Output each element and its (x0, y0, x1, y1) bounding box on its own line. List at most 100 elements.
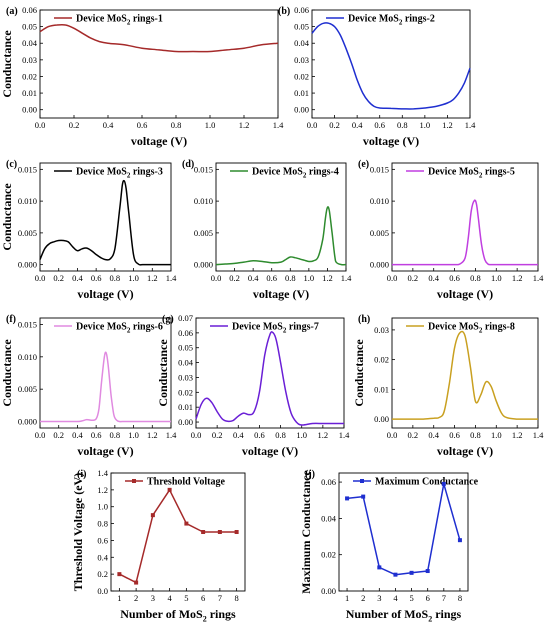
y-tick-label: 0.6 (97, 535, 108, 545)
x-tick-label: 1.0 (491, 273, 502, 283)
y-tick-label: 0.010 (18, 196, 37, 206)
panel-letter: (c) (6, 159, 17, 170)
x-tick-label: 1 (117, 593, 121, 603)
series-line (347, 483, 461, 576)
y-axis-title: Conductance (0, 30, 14, 98)
y-tick-label: 0.05 (22, 22, 37, 32)
x-tick-label: 1.0 (420, 120, 431, 130)
x-tick-label: 1.4 (166, 273, 177, 283)
x-tick-label: 1.4 (341, 273, 352, 283)
x-axis-title: voltage (V) (363, 134, 419, 148)
legend-marker (360, 479, 364, 483)
data-point (201, 530, 206, 534)
panel-letter: (g) (162, 314, 174, 325)
y-axis-title: Conductance (156, 339, 170, 407)
data-point (409, 570, 414, 575)
legend-label: Threshold Voltage (147, 477, 225, 488)
data-point (441, 481, 446, 486)
x-tick-label: 5 (409, 593, 413, 603)
y-tick-label: 0.01 (22, 88, 37, 98)
x-axis-title: voltage (V) (437, 287, 493, 301)
data-point (184, 521, 189, 526)
panel-letter: (e) (358, 159, 369, 170)
x-tick-label: 0.8 (110, 273, 121, 283)
legend-label: Device MoS2 rings-8 (428, 322, 515, 335)
legend-marker (132, 479, 136, 483)
y-tick-label: 1.2 (97, 485, 108, 495)
x-tick-label: 1 (345, 593, 349, 603)
axes-frame (391, 162, 539, 272)
y-tick-label: 0.01 (374, 384, 389, 394)
data-point (117, 572, 122, 577)
axes-frame (391, 317, 539, 429)
x-tick-label: 2 (134, 593, 138, 603)
legend-label: Device MoS2 rings-5 (428, 167, 515, 180)
x-tick-label: 1.4 (166, 430, 177, 440)
y-tick-label: 0.05 (294, 22, 309, 32)
panel-g: 0.0 0.2 0.4 0.6 0.8 1.0 1.2 1.40.000.010.020.03… (156, 313, 350, 458)
x-tick-label: 1.0 (296, 430, 307, 440)
x-tick-label: 0.2 (53, 430, 64, 440)
axes-frame (311, 9, 471, 119)
x-tick-label: 1.2 (512, 273, 523, 283)
y-axis-title: Threshold Voltage (eV) (71, 473, 85, 591)
panel-b: 0.0 0.2 0.4 0.6 0.8 1.0 1.2 1.4 0.00 0.01 0.02 0.03… (278, 5, 476, 148)
series-line (215, 206, 347, 266)
y-tick-label: 0.8 (97, 519, 108, 529)
x-axis-title: Number of MoS2 rings (346, 607, 462, 623)
x-tick-label: 6 (201, 593, 205, 603)
legend-label: Device MoS2 rings-1 (76, 14, 163, 27)
x-tick-label: 7 (218, 593, 222, 603)
panel-c: 0.0 0.2 0.4 0.6 0.8 1.0 1.2 1.4 0.000 0.005 0.010 0… (0, 159, 177, 301)
series-line (39, 179, 171, 266)
x-tick-label: 0.4 (103, 120, 114, 130)
panel-letter: (i) (77, 469, 86, 480)
panel-f: 0.0 0.2 0.4 0.6 0.8 1.0 1.2 1.4 0.000 0.005 0.010 0… (0, 314, 177, 458)
x-tick-label: 0.4 (72, 273, 83, 283)
axes-frame (215, 162, 347, 272)
panel-letter: (d) (182, 159, 194, 170)
x-tick-label: 0.0 (191, 430, 202, 440)
x-axis-title: voltage (V) (131, 134, 187, 148)
y-tick-label: 0.015 (18, 319, 37, 329)
y-tick-label: 0.06 (294, 5, 309, 15)
axes-frame (39, 9, 279, 119)
data-point (134, 580, 139, 585)
y-tick-label: 0.03 (22, 55, 37, 65)
panel-e: 0.0 0.2 0.4 0.6 0.8 1.0 1.2 1.4 0.000 0.005 0.010 0… (358, 159, 544, 301)
panel-letter: (f) (6, 314, 16, 325)
legend-label: Device MoS2 rings-6 (76, 322, 163, 335)
x-tick-label: 0.8 (275, 430, 286, 440)
legend-label: Device MoS2 rings-7 (232, 322, 319, 335)
y-tick-label: 0.02 (374, 355, 389, 365)
x-tick-label: 0.2 (408, 273, 419, 283)
x-tick-label: 7 (442, 593, 446, 603)
x-tick-label: 1.0 (304, 273, 315, 283)
y-tick-label: 0.02 (321, 550, 336, 560)
y-tick-label: 1.0 (97, 502, 108, 512)
series-line (40, 351, 171, 423)
y-tick-label: 0.06 (178, 328, 193, 338)
x-tick-label: 0.4 (428, 430, 439, 440)
data-point (377, 565, 382, 570)
x-tick-label: 0.6 (266, 273, 277, 283)
legend-label: Maximum Conductance (375, 477, 479, 488)
y-tick-label: 0.00 (374, 414, 389, 424)
x-tick-label: 0.2 (212, 430, 223, 440)
y-tick-label: 0.000 (18, 260, 37, 270)
axes-frame (39, 162, 172, 272)
y-tick-label: 0.010 (194, 196, 213, 206)
series-line (119, 489, 237, 584)
y-tick-label: 0.00 (294, 105, 309, 115)
y-tick-label: 0.04 (294, 38, 310, 48)
y-tick-label: 0.07 (178, 313, 193, 323)
y-tick-label: 0.005 (18, 228, 37, 238)
y-tick-label: 0.4 (97, 552, 108, 562)
y-tick-label: 1.4 (97, 468, 108, 478)
panel-letter: (a) (6, 6, 18, 17)
x-tick-label: 0.0 (307, 120, 318, 130)
y-tick-label: 0.00 (22, 105, 37, 115)
x-tick-label: 0.6 (449, 430, 460, 440)
y-tick-label: 0.015 (18, 164, 37, 174)
